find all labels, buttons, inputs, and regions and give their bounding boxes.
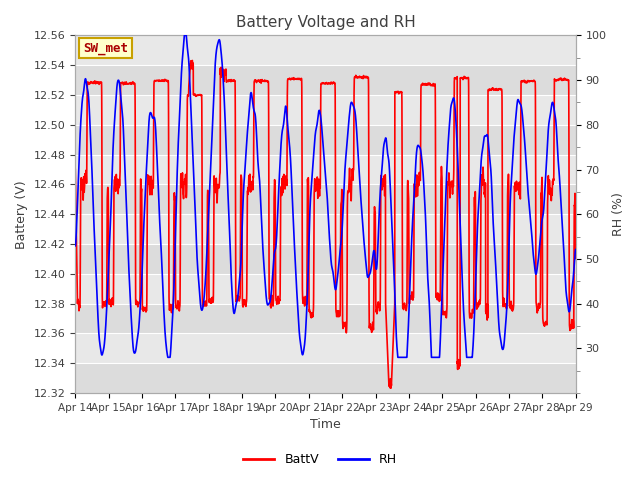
Y-axis label: RH (%): RH (%): [612, 192, 625, 236]
Bar: [76, 155, 576, 184]
Bar: [76, 125, 576, 155]
Bar: [76, 244, 576, 274]
Bar: [76, 363, 576, 393]
Bar: [76, 95, 576, 125]
Bar: [76, 334, 576, 363]
Title: Battery Voltage and RH: Battery Voltage and RH: [236, 15, 415, 30]
Y-axis label: Battery (V): Battery (V): [15, 180, 28, 249]
Bar: [76, 184, 576, 214]
Bar: [76, 304, 576, 334]
Text: SW_met: SW_met: [83, 42, 128, 55]
X-axis label: Time: Time: [310, 419, 341, 432]
Legend: BattV, RH: BattV, RH: [238, 448, 402, 471]
Bar: [76, 274, 576, 304]
Bar: [76, 36, 576, 65]
Bar: [76, 214, 576, 244]
Bar: [76, 65, 576, 95]
